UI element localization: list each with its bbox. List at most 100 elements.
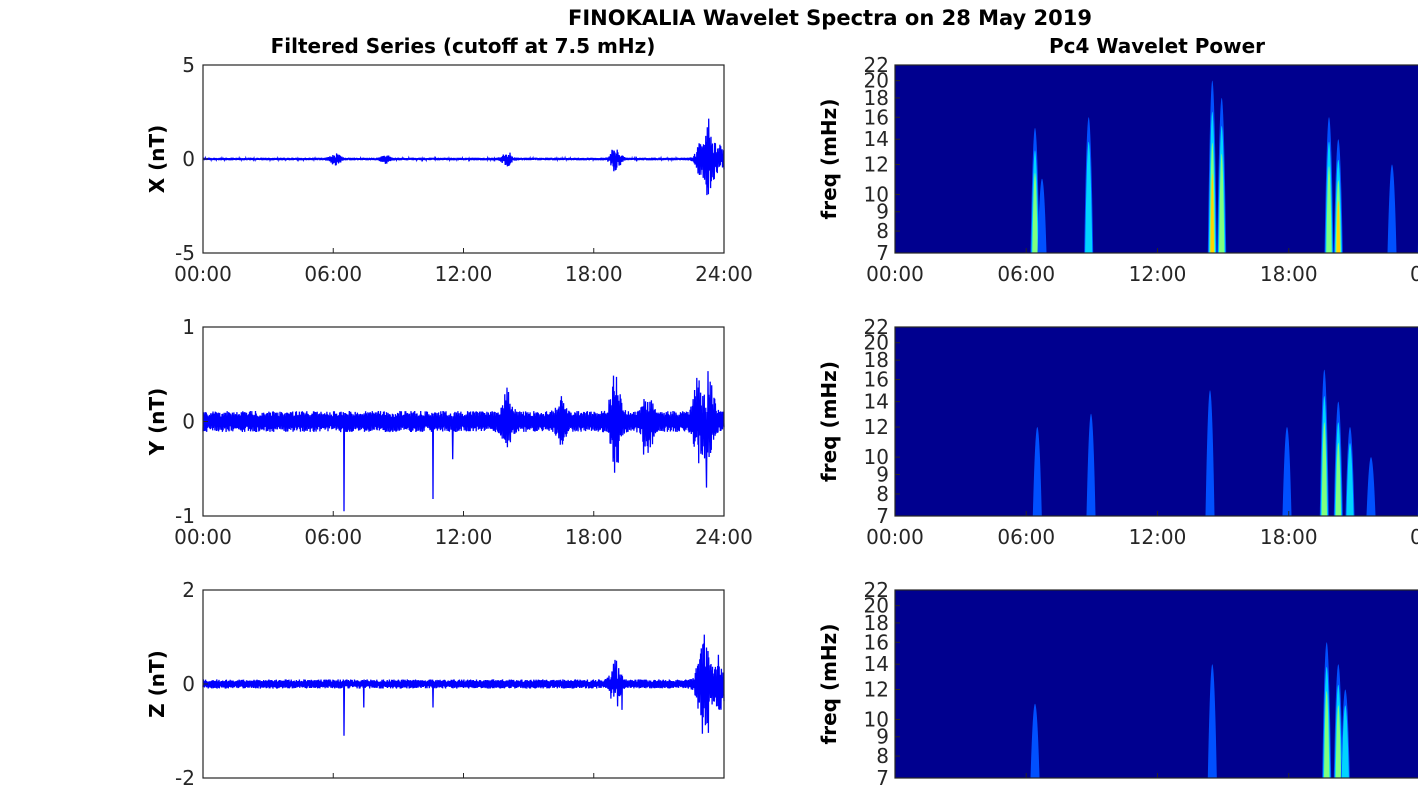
figure-title: FINOKALIA Wavelet Spectra on 28 May 2019 xyxy=(568,6,1092,30)
y-wavelet-ytick-label: 22 xyxy=(864,315,889,339)
y-wavelet-power-streak xyxy=(1366,457,1376,516)
y-wavelet-xtick-label: 18:00 xyxy=(1260,525,1318,549)
y-wavelet-axes-frame xyxy=(894,326,1418,517)
y-wavelet-ytick-label: 10 xyxy=(864,445,889,469)
x-wavelet-xtick-label: 00 xyxy=(1410,262,1418,286)
y-wavelet-xtick-label: 00 xyxy=(1410,525,1418,549)
x-wavelet-xtick-label: 06:00 xyxy=(997,262,1055,286)
x-series-ytick-label: 5 xyxy=(182,53,195,77)
y-series-xtick-label: 00:00 xyxy=(174,525,232,549)
x-series-xtick-label: 00:00 xyxy=(174,262,232,286)
z-wavelet-power-streak xyxy=(1030,703,1040,778)
y-wavelet-ytick-label: 14 xyxy=(864,390,889,414)
z-wavelet-power-streak xyxy=(1207,664,1217,778)
x-wavelet-ytick-label: 20 xyxy=(864,69,889,93)
x-series-xtick-label: 12:00 xyxy=(435,262,493,286)
z-series-ylabel: Z (nT) xyxy=(145,650,169,718)
y-wavelet-ytick-label: 18 xyxy=(864,348,889,372)
y-wavelet-power-streak xyxy=(1321,422,1327,516)
z-wavelet-ytick-label: 12 xyxy=(864,678,889,702)
z-wavelet-ytick-label: 7 xyxy=(876,766,889,788)
y-series-ytick-label: 0 xyxy=(182,410,195,434)
y-wavelet-xtick-label: 12:00 xyxy=(1129,525,1187,549)
x-wavelet-ytick-label: 8 xyxy=(876,219,889,243)
x-series-panel: -5 0 5 00:00 06:00 12:00 18:00 24:00 X (nT) xyxy=(145,53,753,286)
z-series-panel: -2 0 2 Z (nT) xyxy=(145,578,725,788)
x-wavelet-power-streak xyxy=(1032,172,1038,253)
y-wavelet-power-streak xyxy=(1086,413,1096,516)
y-wavelet-power-streak xyxy=(1346,443,1354,516)
y-series-ytick-label: -1 xyxy=(175,504,195,528)
y-wavelet-image xyxy=(895,327,1418,516)
x-series-xtick-label: 18:00 xyxy=(565,262,623,286)
y-series-line xyxy=(202,371,725,512)
z-series-ytick-label: -2 xyxy=(175,766,195,788)
y-wavelet-ytick-label: 8 xyxy=(876,482,889,506)
y-wavelet-background xyxy=(895,327,1418,516)
y-series-ytick-label: 1 xyxy=(182,315,195,339)
x-series-line xyxy=(202,118,725,196)
x-wavelet-power-streak xyxy=(1336,200,1341,253)
x-wavelet-ytick-label: 10 xyxy=(864,182,889,206)
x-wavelet-ytick-label: 18 xyxy=(864,86,889,110)
x-wavelet-ytick-label: 7 xyxy=(876,241,889,265)
z-series-ytick-label: 2 xyxy=(182,578,195,602)
z-wavelet-ytick-label: 9 xyxy=(876,725,889,749)
y-series-panel: -1 0 1 00:00 06:00 12:00 18:00 24:00 Y (nT) xyxy=(145,315,753,549)
y-wavelet-ytick-label: 9 xyxy=(876,463,889,487)
y-wavelet-ytick-label: 20 xyxy=(864,331,889,355)
y-wavelet-ytick-label: 7 xyxy=(876,504,889,528)
z-wavelet-ytick-label: 16 xyxy=(864,630,889,654)
x-wavelet-ytick-label: 22 xyxy=(864,53,889,77)
x-wavelet-power-streak xyxy=(1210,173,1215,253)
x-wavelet-ytick-label: 12 xyxy=(864,153,889,177)
y-wavelet-ytick-label: 12 xyxy=(864,415,889,439)
y-wavelet-xtick-label: 06:00 xyxy=(997,525,1055,549)
y-wavelet-power-streak xyxy=(1205,390,1215,516)
y-wavelet-ylabel: freq (mHz) xyxy=(817,361,841,482)
z-wavelet-ytick-label: 20 xyxy=(864,594,889,618)
x-wavelet-power-streak xyxy=(1387,164,1397,253)
y-wavelet-power-streak xyxy=(1282,427,1292,516)
z-wavelet-ytick-label: 8 xyxy=(876,744,889,768)
x-series-xtick-label: 24:00 xyxy=(695,262,753,286)
x-wavelet-ytick-label: 14 xyxy=(864,127,889,151)
z-wavelet-ylabel: freq (mHz) xyxy=(817,624,841,745)
y-wavelet-power-streak xyxy=(1335,442,1341,516)
y-series-xtick-label: 12:00 xyxy=(435,525,493,549)
x-series-ytick-label: 0 xyxy=(182,147,195,171)
x-wavelet-axes-frame xyxy=(894,64,1418,254)
x-wavelet-ytick-label: 9 xyxy=(876,200,889,224)
x-series-ytick-label: -5 xyxy=(175,241,195,265)
x-series-ylabel: X (nT) xyxy=(145,125,169,194)
z-wavelet-axes-frame xyxy=(894,589,1418,779)
y-series-xtick-label: 24:00 xyxy=(695,525,753,549)
z-wavelet-power-streak xyxy=(1335,705,1341,778)
x-wavelet-power-streak xyxy=(1037,178,1047,253)
z-series-line xyxy=(202,634,725,736)
z-wavelet-power-streak xyxy=(1341,705,1349,778)
x-wavelet-xtick-label: 00:00 xyxy=(866,262,924,286)
x-wavelet-power-streak xyxy=(1085,141,1093,253)
y-series-xtick-label: 06:00 xyxy=(304,525,362,549)
z-wavelet-power-streak xyxy=(1324,691,1330,778)
z-wavelet-ytick-label: 14 xyxy=(864,652,889,676)
z-series-ytick-label: 0 xyxy=(182,672,195,696)
y-wavelet-power-streak xyxy=(1032,427,1042,516)
x-series-xtick-label: 06:00 xyxy=(304,262,362,286)
right-column-title: Pc4 Wavelet Power xyxy=(1049,34,1265,58)
x-wavelet-ylabel: freq (mHz) xyxy=(817,99,841,220)
x-wavelet-xtick-label: 12:00 xyxy=(1129,262,1187,286)
x-wavelet-xtick-label: 18:00 xyxy=(1260,262,1318,286)
y-series-ylabel: Y (nT) xyxy=(145,388,169,457)
z-wavelet-image xyxy=(895,590,1418,778)
left-column-title: Filtered Series (cutoff at 7.5 mHz) xyxy=(271,34,656,58)
x-wavelet-power-streak xyxy=(1219,153,1225,253)
y-wavelet-ytick-label: 16 xyxy=(864,368,889,392)
y-series-xtick-label: 18:00 xyxy=(565,525,623,549)
